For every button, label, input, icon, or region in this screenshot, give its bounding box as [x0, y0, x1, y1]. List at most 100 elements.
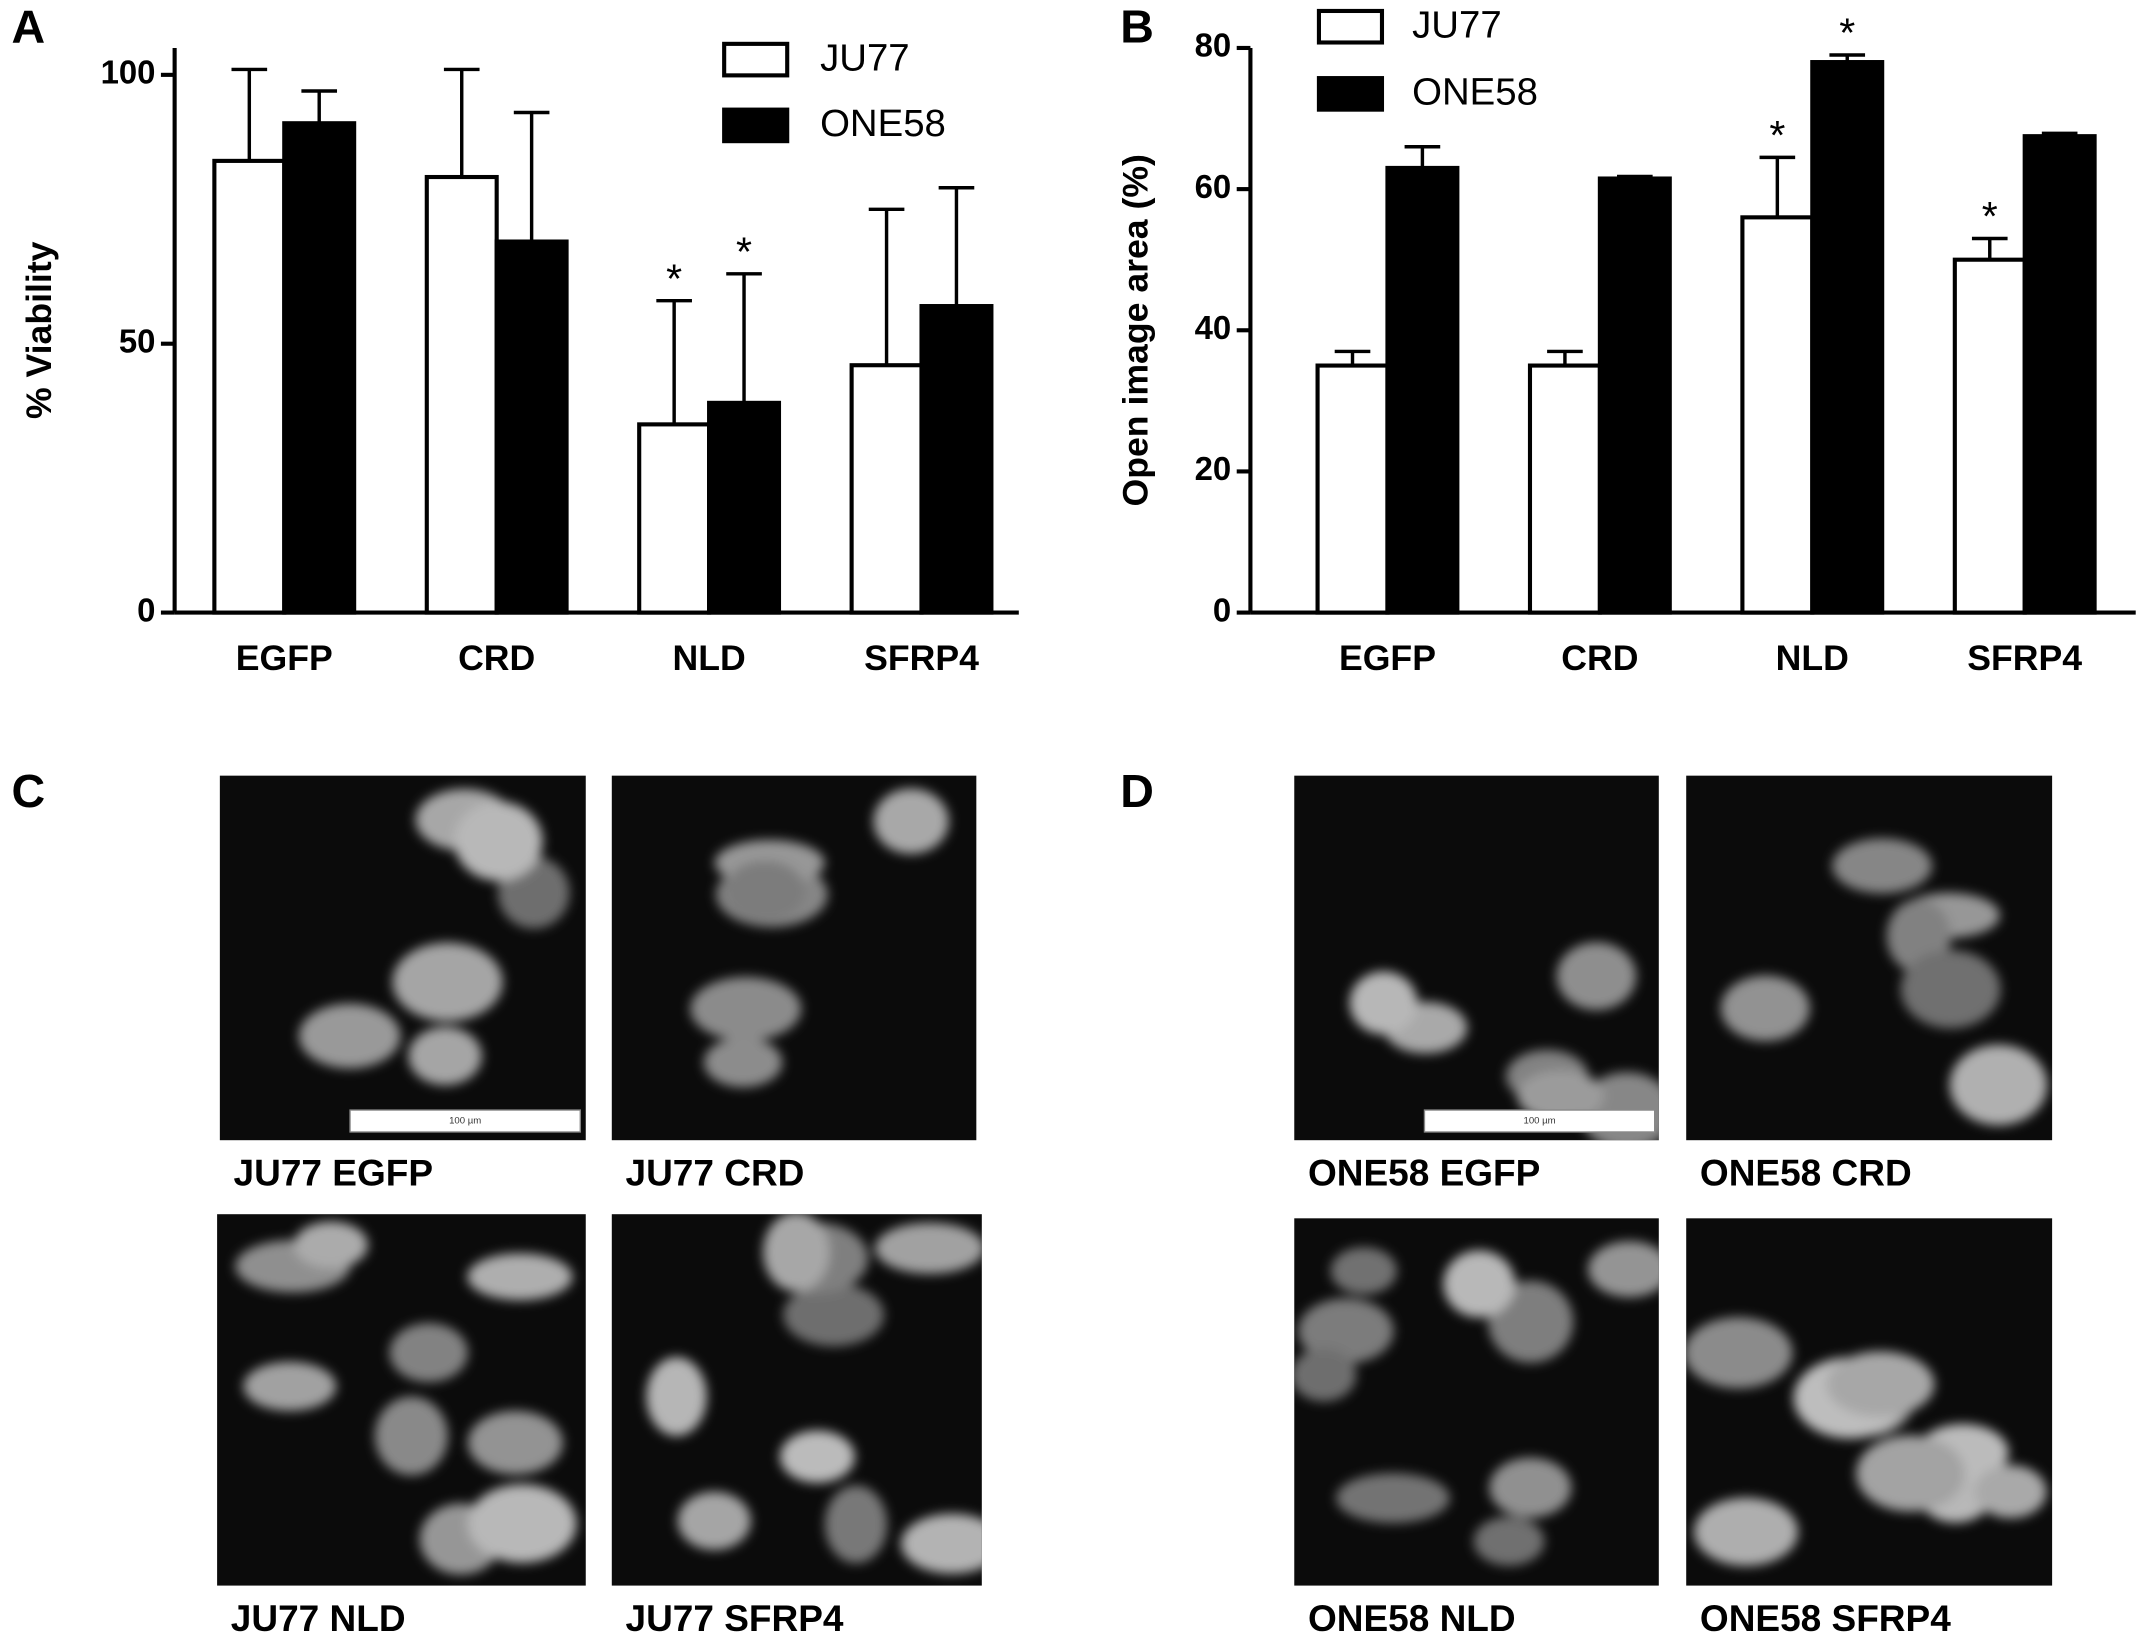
significance-marker: *	[1769, 112, 1785, 158]
significance-marker: *	[666, 255, 682, 301]
nucleus	[1443, 1250, 1516, 1318]
significance-marker: *	[1982, 193, 1998, 239]
y-tick-label: 80	[1195, 27, 1232, 64]
bar	[212, 158, 287, 615]
scale-bar	[349, 1109, 581, 1133]
micrograph	[1294, 1218, 1659, 1586]
error-bar	[868, 207, 905, 366]
scale-bar-label: 100 µm	[449, 1116, 481, 1127]
bar	[1952, 257, 2027, 615]
panel-label: C	[12, 765, 46, 817]
y-tick-label: 50	[119, 322, 156, 359]
nucleus	[1693, 1497, 1799, 1566]
error-bar	[231, 67, 268, 161]
nucleus	[724, 860, 805, 921]
nucleus	[243, 1361, 337, 1411]
nucleus	[1349, 971, 1418, 1035]
nucleus	[1949, 1044, 2048, 1126]
nucleus	[1294, 1348, 1357, 1402]
y-axis-label: % Viability	[19, 241, 59, 419]
bar	[1385, 165, 1460, 615]
x-tick-label: SFRP4	[1967, 638, 2082, 678]
bar	[1527, 363, 1602, 615]
x-tick-label: SFRP4	[864, 638, 979, 678]
y-tick-label: 40	[1195, 309, 1232, 346]
micrograph	[611, 1214, 982, 1586]
y-tick-label: 0	[1213, 591, 1231, 628]
nucleus	[1686, 1317, 1793, 1389]
nucleus	[1856, 1435, 1965, 1512]
nucleus	[467, 1253, 573, 1301]
micrograph-label: JU77 SFRP4	[625, 1598, 843, 1639]
nucleus	[298, 1003, 401, 1069]
significance-marker: *	[1839, 10, 1855, 56]
panel-label: B	[1120, 0, 1154, 52]
legend-label: ONE58	[820, 102, 946, 145]
nuclei	[1294, 1241, 1659, 1566]
nucleus	[1330, 1247, 1397, 1295]
nucleus	[901, 1513, 982, 1574]
error-bar	[1334, 349, 1371, 366]
nucleus	[783, 1283, 885, 1347]
nucleus	[1974, 1465, 2047, 1519]
panel-label: A	[12, 0, 46, 52]
y-axis-label: Open image area (%)	[1115, 154, 1155, 506]
nuclei	[1720, 838, 2048, 1126]
x-tick-label: EGFP	[236, 638, 333, 678]
error-bar	[726, 272, 762, 403]
nucleus	[408, 1026, 482, 1086]
micrograph-label: ONE58 SFRP4	[1700, 1598, 1951, 1639]
panel-label: D	[1120, 765, 1154, 817]
legend-label: JU77	[1412, 4, 1502, 47]
error-bar	[513, 110, 550, 242]
nucleus	[1900, 950, 2001, 1029]
bar	[424, 174, 499, 615]
y-tick-label: 60	[1195, 168, 1232, 205]
nucleus	[1473, 1516, 1545, 1566]
legend-swatch	[1316, 8, 1385, 45]
nucleus	[1588, 1241, 1659, 1298]
y-tick-label: 20	[1195, 450, 1232, 487]
bar	[1597, 176, 1672, 615]
nucleus	[1336, 1473, 1450, 1523]
bar	[637, 422, 712, 615]
micrograph	[217, 1214, 586, 1586]
legend-swatch	[722, 41, 790, 78]
nucleus	[875, 1222, 982, 1274]
bar	[707, 400, 782, 615]
bar	[2022, 134, 2097, 615]
nucleus	[374, 1396, 448, 1476]
nucleus	[690, 977, 802, 1041]
nucleus	[1826, 1351, 1935, 1417]
nucleus	[703, 1037, 783, 1088]
nucleus	[824, 1485, 888, 1564]
micrograph-label: ONE58 NLD	[1308, 1598, 1516, 1639]
bar	[494, 239, 569, 615]
micrograph	[1686, 1218, 2053, 1586]
nucleus	[293, 1221, 368, 1269]
nucleus	[646, 1357, 707, 1436]
micrograph: 100 µm	[219, 775, 586, 1141]
nucleus	[454, 801, 543, 881]
micrograph: 100 µm	[1294, 775, 1659, 1141]
nucleus	[873, 788, 949, 854]
legend-swatch	[1316, 76, 1385, 112]
nucleus	[1297, 1298, 1394, 1364]
error-bar	[1547, 349, 1583, 366]
nucleus	[392, 942, 503, 1022]
legend-label: ONE58	[1412, 71, 1538, 114]
error-bar	[301, 89, 338, 124]
bar	[1810, 60, 1885, 615]
bar	[1315, 363, 1390, 615]
micrograph-label: ONE58 EGFP	[1308, 1153, 1540, 1194]
micrograph-label: JU77 EGFP	[234, 1153, 433, 1194]
bar	[282, 121, 357, 615]
error-bar	[1759, 155, 1796, 218]
nucleus	[389, 1323, 468, 1383]
nucleus	[467, 1410, 563, 1475]
nucleus	[467, 1484, 577, 1563]
scale-bar	[1423, 1109, 1656, 1133]
error-bar	[656, 298, 692, 425]
nucleus	[1720, 975, 1810, 1041]
error-bar	[1404, 145, 1441, 168]
